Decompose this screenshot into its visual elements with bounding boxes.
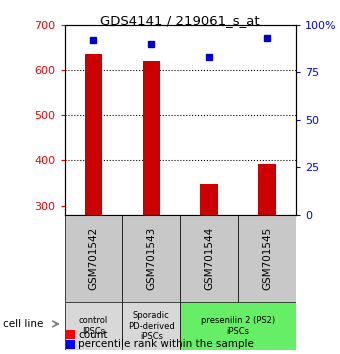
Text: Sporadic
PD-derived
iPSCs: Sporadic PD-derived iPSCs — [128, 311, 175, 341]
Bar — [142, 61, 160, 215]
Text: control
IPSCs: control IPSCs — [79, 316, 108, 336]
Text: count: count — [78, 330, 108, 339]
Bar — [258, 164, 275, 215]
FancyBboxPatch shape — [238, 215, 296, 302]
Text: percentile rank within the sample: percentile rank within the sample — [78, 339, 254, 349]
Text: GDS4141 / 219061_s_at: GDS4141 / 219061_s_at — [100, 14, 260, 27]
Text: GSM701544: GSM701544 — [204, 227, 214, 290]
Bar — [85, 54, 102, 215]
Text: GSM701543: GSM701543 — [146, 227, 156, 290]
Text: GSM701542: GSM701542 — [88, 227, 99, 290]
FancyBboxPatch shape — [65, 215, 122, 302]
FancyBboxPatch shape — [122, 215, 180, 302]
Text: GSM701545: GSM701545 — [262, 227, 272, 290]
FancyBboxPatch shape — [180, 215, 238, 302]
Text: cell line: cell line — [3, 319, 44, 329]
FancyBboxPatch shape — [180, 302, 296, 350]
Text: presenilin 2 (PS2)
iPSCs: presenilin 2 (PS2) iPSCs — [201, 316, 275, 336]
FancyBboxPatch shape — [122, 302, 180, 350]
FancyBboxPatch shape — [65, 302, 122, 350]
Bar — [200, 184, 218, 215]
